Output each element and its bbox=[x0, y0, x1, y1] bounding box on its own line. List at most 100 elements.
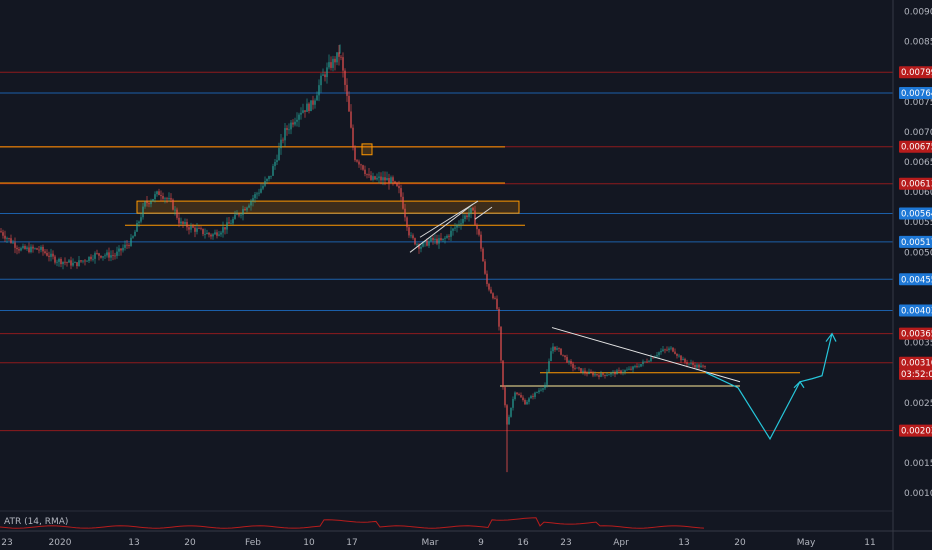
candle-body bbox=[146, 201, 148, 204]
candle-body bbox=[224, 227, 226, 230]
candle-body bbox=[504, 387, 506, 406]
candle-body bbox=[528, 398, 530, 402]
candle-body bbox=[578, 367, 580, 369]
candle-body bbox=[52, 253, 54, 257]
candle-body bbox=[198, 228, 200, 230]
candle-body bbox=[4, 235, 6, 239]
candle-body bbox=[542, 388, 544, 390]
candle-body bbox=[428, 241, 430, 246]
candle-body bbox=[184, 222, 186, 224]
candle-body bbox=[668, 348, 670, 351]
candle-body bbox=[356, 160, 358, 162]
candle-body bbox=[76, 262, 78, 267]
candle-body bbox=[568, 360, 570, 363]
candle-body bbox=[228, 222, 230, 224]
candle-body bbox=[38, 249, 40, 251]
candle-body bbox=[348, 95, 350, 112]
candle-body bbox=[236, 214, 238, 216]
candle-body bbox=[134, 231, 136, 237]
price-axis[interactable]: 0.009000 0.008500 0.007500 0.007000 0.006500… bbox=[892, 0, 932, 550]
small-zone bbox=[361, 143, 373, 156]
candle-body bbox=[30, 246, 32, 253]
candle-body bbox=[590, 371, 592, 373]
candle-body bbox=[692, 363, 694, 365]
candle-body bbox=[326, 67, 328, 78]
price-tag bbox=[899, 86, 932, 99]
candle-body bbox=[118, 248, 120, 252]
candle-body bbox=[530, 396, 532, 399]
candle-body bbox=[342, 57, 344, 71]
candle-body bbox=[334, 58, 336, 63]
candle-body bbox=[316, 95, 318, 101]
candle-body bbox=[702, 365, 704, 367]
candle-body bbox=[600, 373, 602, 377]
candle-body bbox=[220, 232, 222, 235]
candle-body bbox=[62, 261, 64, 265]
candle-body bbox=[616, 370, 618, 375]
candle-body bbox=[488, 284, 490, 290]
candle-body bbox=[508, 416, 510, 425]
candle-body bbox=[384, 177, 386, 181]
atr-indicator-label[interactable]: ATR (14, RMA) bbox=[4, 517, 69, 527]
candle-body bbox=[448, 235, 450, 237]
candle-body bbox=[658, 352, 660, 356]
candle-body bbox=[490, 289, 492, 294]
candle-body bbox=[192, 225, 194, 228]
candle-body bbox=[140, 217, 142, 222]
channel-line-upper bbox=[419, 200, 479, 238]
price-tag bbox=[899, 177, 932, 190]
candle-body bbox=[666, 349, 668, 351]
time-axis[interactable]: 23 2020 13 20 Feb 10 17 Mar 9 16 23 Apr 13 20 May 11 bbox=[0, 510, 932, 548]
candle-body bbox=[432, 237, 434, 241]
candle-body bbox=[362, 165, 364, 170]
candle-body bbox=[408, 227, 410, 236]
candle-body bbox=[86, 260, 88, 262]
time-tick-label: Feb bbox=[245, 538, 261, 548]
candle-body bbox=[90, 256, 92, 260]
candle-body bbox=[14, 242, 16, 248]
candle-body bbox=[172, 199, 174, 210]
candle-body bbox=[182, 221, 184, 224]
candle-body bbox=[536, 392, 538, 393]
candle-body bbox=[60, 258, 62, 265]
candle-body bbox=[244, 209, 246, 211]
candle-body bbox=[324, 74, 326, 78]
candle-body bbox=[96, 253, 98, 254]
price-tag-label: 0.006139 bbox=[901, 180, 932, 190]
time-tick-label: 11 bbox=[864, 538, 875, 548]
candle-body bbox=[222, 227, 224, 233]
candle-body bbox=[680, 355, 682, 361]
supply-zone bbox=[136, 200, 520, 214]
candle-body bbox=[516, 392, 518, 395]
candle-body bbox=[306, 103, 308, 112]
candle-body bbox=[58, 258, 60, 262]
candle-body bbox=[640, 364, 642, 367]
candle-body bbox=[160, 195, 162, 197]
candle-body bbox=[50, 253, 52, 257]
candle-body bbox=[78, 260, 80, 267]
candle-body bbox=[524, 399, 526, 405]
candle-body bbox=[250, 200, 252, 206]
candle-body bbox=[618, 370, 620, 372]
price-tag-label: 03:52:08 bbox=[901, 370, 932, 380]
candle-body bbox=[638, 366, 640, 368]
forecast-arrow-head bbox=[825, 332, 837, 342]
candle-body bbox=[510, 407, 512, 417]
candle-body bbox=[170, 198, 172, 200]
candle-body bbox=[684, 358, 686, 363]
candle-body bbox=[26, 247, 28, 249]
candle-body bbox=[34, 248, 36, 250]
candle-body bbox=[624, 370, 626, 373]
candle-body bbox=[522, 397, 524, 400]
candle-body bbox=[698, 364, 700, 368]
price-tag-label: 0.007991 bbox=[901, 68, 932, 78]
time-tick-label: 20 bbox=[184, 538, 196, 548]
candle-body bbox=[0, 231, 2, 233]
candle-body bbox=[262, 185, 264, 189]
candle-body bbox=[168, 198, 170, 200]
candle-body bbox=[660, 350, 662, 353]
candle-body bbox=[386, 178, 388, 181]
candle-body bbox=[138, 221, 140, 224]
candle-body bbox=[278, 148, 280, 161]
